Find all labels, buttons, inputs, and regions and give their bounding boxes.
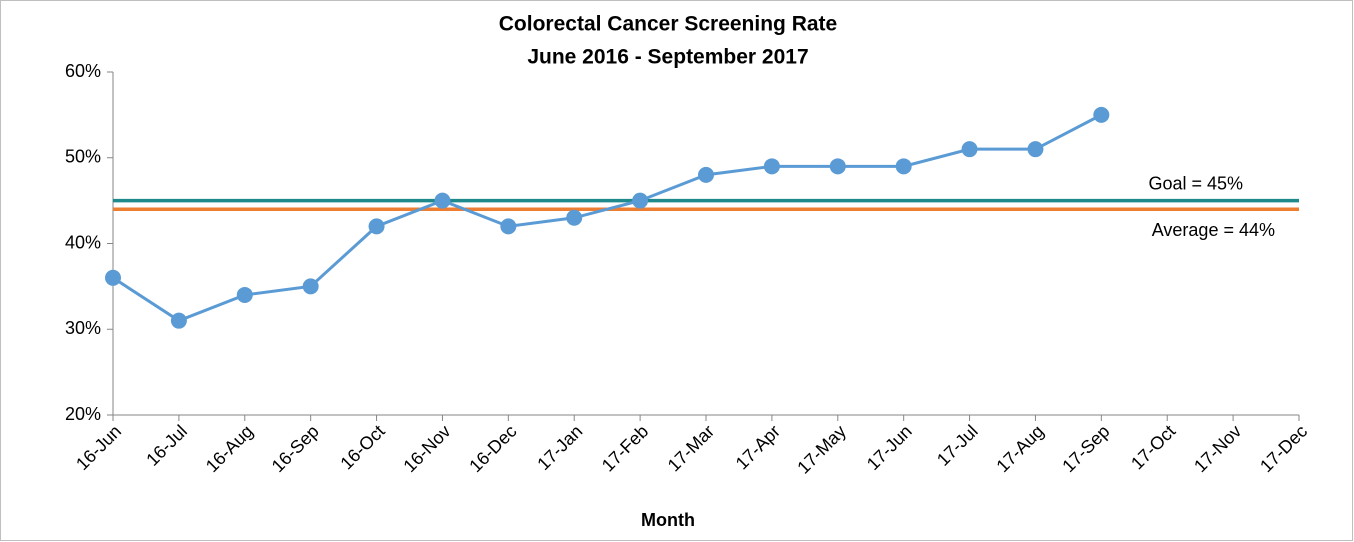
data-point	[236, 286, 253, 303]
data-point	[632, 192, 649, 209]
data-point	[1093, 106, 1110, 123]
y-tick-label: 60%	[65, 61, 101, 81]
data-point	[1027, 141, 1044, 158]
y-tick-label: 50%	[65, 147, 101, 167]
data-point	[829, 158, 846, 175]
reference-label: Average = 44%	[1152, 220, 1275, 240]
data-point	[895, 158, 912, 175]
data-point	[698, 166, 714, 183]
x-axis-label: Month	[641, 510, 695, 530]
chart-subtitle: June 2016 - September 2017	[527, 46, 808, 69]
data-point	[434, 192, 451, 209]
y-tick-label: 40%	[65, 232, 101, 252]
y-tick-label: 20%	[65, 404, 101, 424]
data-point	[566, 209, 583, 226]
data-point	[105, 269, 121, 286]
chart-title: Colorectal Cancer Screening Rate	[499, 13, 837, 36]
reference-label: Goal = 45%	[1148, 173, 1243, 193]
data-point	[763, 158, 780, 175]
data-point	[368, 218, 385, 235]
data-point	[302, 278, 319, 295]
data-point	[961, 141, 978, 158]
y-tick-label: 30%	[65, 318, 101, 338]
data-point	[170, 312, 187, 329]
series-line	[112, 113, 1103, 323]
data-point	[500, 218, 517, 235]
